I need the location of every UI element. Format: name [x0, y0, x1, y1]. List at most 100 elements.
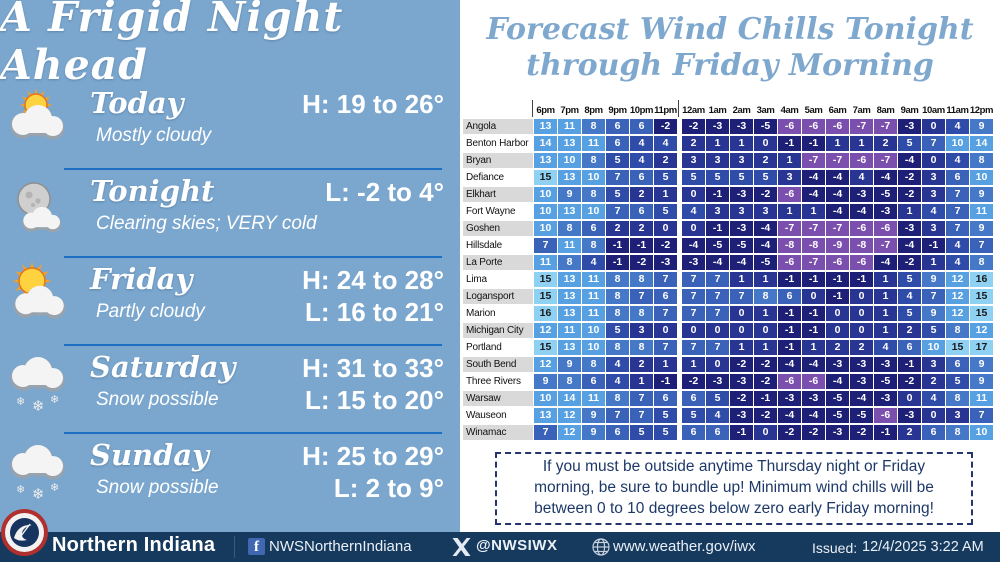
- windchill-cell: 5: [630, 425, 653, 440]
- windchill-cell: -6: [850, 255, 873, 270]
- windchill-cell: 5: [898, 136, 921, 151]
- windchill-cell: 4: [606, 374, 629, 389]
- windchill-cell: 11: [582, 272, 605, 287]
- windchill-cell: 1: [826, 136, 849, 151]
- windchill-cell: 7: [946, 187, 969, 202]
- windchill-cell: -6: [850, 153, 873, 168]
- snow-cloud-icon: ❄ ❄ ❄: [6, 437, 70, 517]
- windchill-cell: -5: [826, 391, 849, 406]
- windchill-cell: 4: [682, 204, 705, 219]
- row-label-city: Benton Harbor: [463, 136, 533, 151]
- windchill-cell: -6: [826, 255, 849, 270]
- windchill-cell: -1: [630, 238, 653, 253]
- col-header-4am: 4am: [780, 105, 799, 116]
- windchill-cell: -1: [850, 272, 873, 287]
- windchill-cell: -7: [802, 255, 825, 270]
- forecast-list: Today Mostly cloudy H: 19 to 26° Tonight Cle…: [0, 82, 460, 520]
- windchill-cell: -3: [874, 391, 897, 406]
- windchill-cell: 0: [730, 306, 753, 321]
- windchill-cell: 5: [706, 391, 729, 406]
- windchill-cell: -4: [706, 255, 729, 270]
- windchill-cell: -8: [802, 238, 825, 253]
- facebook-handle: NWSNorthernIndiana: [269, 538, 412, 555]
- windchill-cell: 4: [922, 391, 945, 406]
- windchill-cell: 2: [898, 323, 921, 338]
- windchill-cell: 8: [630, 306, 653, 321]
- windchill-cell: -7: [778, 221, 801, 236]
- windchill-cell: 11: [558, 323, 581, 338]
- windchill-cell: 1: [778, 204, 801, 219]
- windchill-cell: 7: [630, 408, 653, 423]
- row-label-city: Lima: [463, 272, 533, 287]
- windchill-cell: -4: [850, 204, 873, 219]
- row-label-city: Winamac: [463, 425, 533, 440]
- windchill-cell: -6: [874, 408, 897, 423]
- midnight-divider: [678, 100, 681, 117]
- windchill-cell: -4: [898, 238, 921, 253]
- windchill-cell: -1: [778, 272, 801, 287]
- globe-icon: [592, 538, 610, 561]
- windchill-cell: 7: [630, 289, 653, 304]
- windchill-cell: -4: [778, 408, 801, 423]
- windchill-cell: 6: [654, 391, 677, 406]
- office-name: Northern Indiana: [52, 534, 216, 556]
- col-header-6am: 6am: [828, 105, 847, 116]
- windchill-cell: 0: [826, 323, 849, 338]
- windchill-cell: 1: [874, 306, 897, 321]
- windchill-cell: -6: [802, 374, 825, 389]
- forecast-row-today: Today Mostly cloudy H: 19 to 26°: [0, 82, 460, 168]
- day-condition: Partly cloudy: [96, 301, 205, 322]
- day-name: Sunday: [90, 438, 210, 472]
- windchill-cell: -4: [802, 170, 825, 185]
- windchill-cell: 0: [730, 323, 753, 338]
- windchill-cell: 3: [778, 170, 801, 185]
- windchill-cell: 15: [534, 289, 557, 304]
- windchill-cell: 1: [682, 357, 705, 372]
- windchill-cell: -3: [730, 187, 753, 202]
- x-handle: @NWSIWX: [476, 537, 558, 554]
- windchill-cell: -2: [898, 170, 921, 185]
- windchill-cell: -1: [778, 306, 801, 321]
- windchill-cell: 5: [606, 323, 629, 338]
- day-temps: H: 31 to 33° L: 15 to 20°: [302, 349, 444, 415]
- windchill-cell: 13: [558, 136, 581, 151]
- windchill-cell: 9: [922, 306, 945, 321]
- windchill-cell: 7: [946, 221, 969, 236]
- windchill-cell: 8: [946, 323, 969, 338]
- windchill-cell: -4: [802, 187, 825, 202]
- windchill-cell: 8: [970, 153, 993, 168]
- windchill-cell: 3: [922, 357, 945, 372]
- forecast-row-tonight: Tonight Clearing skies; VERY cold L: -2 to…: [0, 170, 460, 256]
- col-header-5am: 5am: [804, 105, 823, 116]
- windchill-cell: 2: [630, 357, 653, 372]
- windchill-cell: 4: [946, 238, 969, 253]
- windchill-cell: 14: [970, 136, 993, 151]
- windchill-cell: -2: [898, 187, 921, 202]
- windchill-cell: 3: [706, 153, 729, 168]
- windchill-cell: 9: [922, 272, 945, 287]
- column-spacer: [678, 340, 681, 355]
- windchill-cell: 9: [534, 374, 557, 389]
- windchill-cell: 9: [558, 357, 581, 372]
- windchill-cell: -8: [850, 238, 873, 253]
- windchill-cell: -4: [802, 357, 825, 372]
- windchill-cell: 1: [922, 255, 945, 270]
- windchill-cell: -5: [730, 238, 753, 253]
- windchill-cell: 7: [534, 238, 557, 253]
- column-spacer: [678, 425, 681, 440]
- windchill-cell: -4: [826, 170, 849, 185]
- windchill-cell: 6: [946, 170, 969, 185]
- windchill-cell: 9: [582, 408, 605, 423]
- col-header-11pm: 11pm: [654, 105, 677, 116]
- windchill-cell: -2: [754, 357, 777, 372]
- windchill-cell: 0: [850, 306, 873, 321]
- day-condition: Snow possible: [96, 389, 219, 410]
- windchill-cell: 3: [706, 204, 729, 219]
- windchill-cell: 1: [654, 357, 677, 372]
- windchill-cell: 13: [534, 119, 557, 134]
- windchill-cell: 10: [534, 221, 557, 236]
- windchill-cell: 5: [706, 170, 729, 185]
- windchill-cell: 5: [754, 170, 777, 185]
- windchill-cell: 12: [946, 306, 969, 321]
- windchill-cell: -2: [630, 255, 653, 270]
